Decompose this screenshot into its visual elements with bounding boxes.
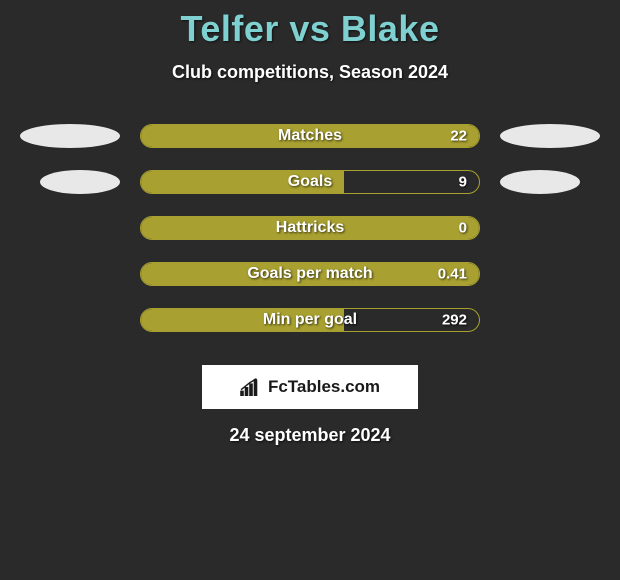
stat-row: Goals 9: [0, 159, 620, 205]
right-ellipse: [500, 124, 600, 148]
bar-chart-icon: [240, 378, 262, 396]
stat-value: 22: [450, 128, 467, 145]
subtitle: Club competitions, Season 2024: [0, 62, 620, 83]
stat-row: Matches 22: [0, 113, 620, 159]
stat-bar: Hattricks 0: [140, 216, 480, 240]
stat-bar: Goals 9: [140, 170, 480, 194]
right-ellipse: [500, 170, 580, 194]
stat-value: 9: [459, 174, 467, 191]
stat-row: Hattricks 0: [0, 205, 620, 251]
brand-box: FcTables.com: [202, 365, 418, 409]
right-placeholder: [500, 216, 600, 240]
stat-label: Matches: [278, 127, 342, 145]
stat-bar: Min per goal 292: [140, 308, 480, 332]
stat-label: Min per goal: [263, 311, 357, 329]
stat-value: 292: [442, 312, 467, 329]
left-placeholder: [20, 262, 120, 286]
brand-text: FcTables.com: [268, 377, 380, 397]
stat-row: Min per goal 292: [0, 297, 620, 343]
left-placeholder: [20, 308, 120, 332]
left-placeholder: [20, 216, 120, 240]
left-ellipse: [20, 124, 120, 148]
stat-label: Goals: [288, 173, 332, 191]
right-placeholder: [500, 308, 600, 332]
stat-value: 0.41: [438, 266, 467, 283]
stat-label: Hattricks: [276, 219, 344, 237]
stat-row: Goals per match 0.41: [0, 251, 620, 297]
right-placeholder: [500, 262, 600, 286]
stat-rows: Matches 22 Goals 9 Hattricks 0 Goals per match…: [0, 113, 620, 343]
left-ellipse: [40, 170, 120, 194]
page-title: Telfer vs Blake: [0, 0, 620, 50]
stat-label: Goals per match: [247, 265, 372, 283]
date-text: 24 september 2024: [0, 425, 620, 446]
stat-value: 0: [459, 220, 467, 237]
stat-bar: Goals per match 0.41: [140, 262, 480, 286]
stat-bar: Matches 22: [140, 124, 480, 148]
